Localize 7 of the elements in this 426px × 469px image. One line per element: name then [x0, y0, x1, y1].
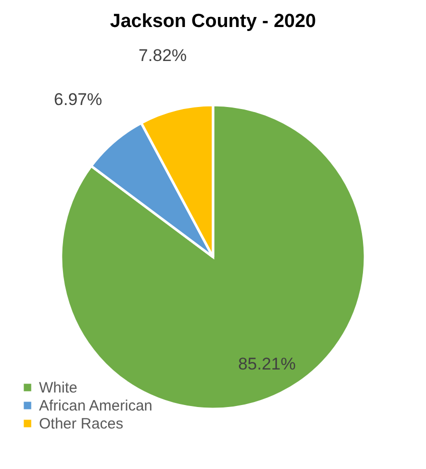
legend-label: African American	[39, 398, 152, 414]
data-label: 6.97%	[54, 90, 102, 110]
data-label: 7.82%	[138, 46, 187, 66]
legend-label: White	[39, 380, 78, 396]
chart-title: Jackson County - 2020	[110, 11, 316, 32]
data-label: 85.21%	[238, 354, 296, 374]
legend-label: Other Races	[39, 416, 124, 432]
